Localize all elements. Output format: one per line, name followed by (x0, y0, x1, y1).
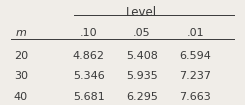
Text: 20: 20 (14, 51, 28, 61)
Text: 5.681: 5.681 (73, 92, 104, 102)
Text: 4.862: 4.862 (73, 51, 105, 61)
Text: m: m (15, 28, 26, 38)
Text: .10: .10 (80, 28, 98, 38)
Text: 40: 40 (14, 92, 28, 102)
Text: 5.935: 5.935 (126, 72, 158, 81)
Text: 5.408: 5.408 (126, 51, 158, 61)
Text: 6.594: 6.594 (179, 51, 211, 61)
Text: Level: Level (126, 6, 158, 19)
Text: 30: 30 (14, 72, 28, 81)
Text: .05: .05 (133, 28, 151, 38)
Text: 6.295: 6.295 (126, 92, 158, 102)
Text: 7.237: 7.237 (179, 72, 211, 81)
Text: 5.346: 5.346 (73, 72, 104, 81)
Text: .01: .01 (186, 28, 204, 38)
Text: 7.663: 7.663 (179, 92, 211, 102)
